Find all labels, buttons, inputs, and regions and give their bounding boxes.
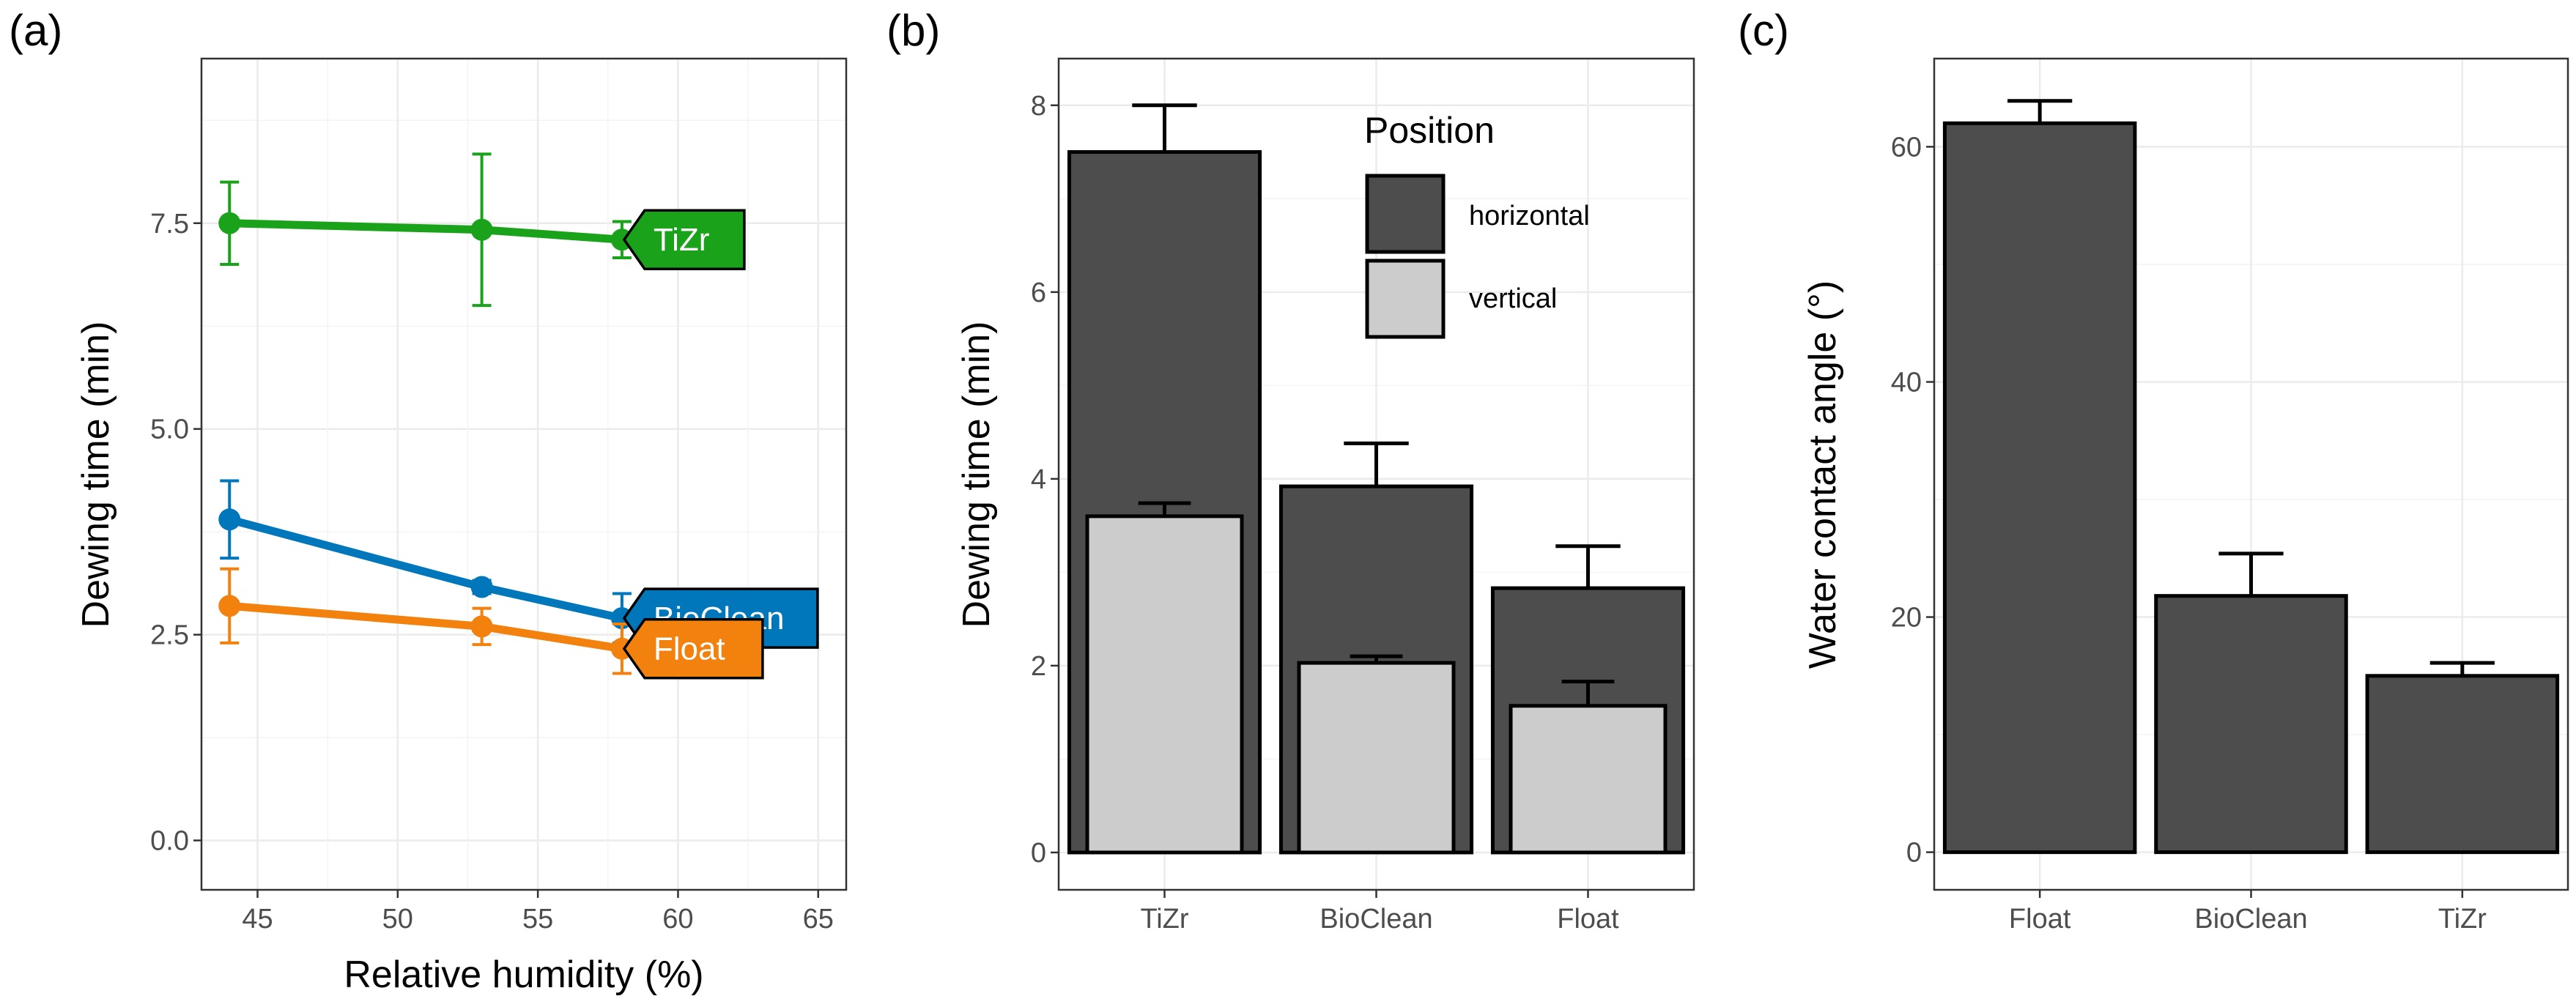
a-tag-label-tizr: TiZr xyxy=(654,222,710,258)
panel-b-bars xyxy=(1067,103,1686,855)
b-bar-vertical-bioclean xyxy=(1297,661,1456,855)
b-x-tick-label: Float xyxy=(1557,904,1619,934)
c-x-tick-label: TiZr xyxy=(2438,904,2487,934)
a-y-tick-label: 5.0 xyxy=(150,415,189,445)
panel-c-bars xyxy=(1942,99,2560,855)
panel-b-legend-title: Position xyxy=(1364,110,1495,151)
panel-a-plot-background xyxy=(201,59,846,890)
a-y-tick-label: 2.5 xyxy=(150,620,189,651)
a-point-bioclean xyxy=(218,508,241,531)
panel-c-contact-angle-bar-chart: 0 20 40 60 Float BioClean TiZr (c) Water cont… xyxy=(1738,6,2569,934)
legend-key-horizontal xyxy=(1365,174,1446,254)
a-point-bioclean xyxy=(470,576,493,598)
legend-key-vertical xyxy=(1365,259,1446,339)
b-y-tick-label: 8 xyxy=(1031,91,1046,122)
panel-b-y-ticks: 0 2 4 6 8 xyxy=(1031,91,1059,869)
panel-b-x-ticks: TiZr BioClean Float xyxy=(1140,890,1619,934)
a-point-float xyxy=(218,595,241,617)
panel-b-y-axis-title: Dewing time (min) xyxy=(955,322,998,628)
c-bar-bioclean xyxy=(2154,594,2348,855)
b-y-tick-label: 0 xyxy=(1031,838,1046,869)
c-y-tick-label: 60 xyxy=(1891,132,1922,163)
a-x-tick-label: 60 xyxy=(662,904,693,934)
a-point-float xyxy=(470,615,493,638)
b-bar-vertical-float xyxy=(1509,704,1668,855)
panel-a-letter: (a) xyxy=(9,6,62,55)
panel-c-letter: (c) xyxy=(1738,6,1789,55)
a-tag-tizr xyxy=(622,209,746,270)
b-y-tick-label: 2 xyxy=(1031,651,1046,682)
c-x-tick-label: BioClean xyxy=(2194,904,2307,934)
a-y-tick-label: 7.5 xyxy=(150,209,189,239)
a-x-tick-label: 55 xyxy=(522,904,553,934)
b-y-tick-label: 4 xyxy=(1031,464,1046,495)
a-tag-label-float: Float xyxy=(654,631,725,667)
b-bar-vertical-tizr xyxy=(1085,514,1244,855)
panel-a-plot-border xyxy=(200,57,848,891)
c-bar-tizr xyxy=(2365,674,2560,855)
a-x-tick-label: 65 xyxy=(803,904,834,934)
legend-label-horizontal: horizontal xyxy=(1469,201,1590,231)
panel-c-y-axis-title: Water contact angle (°) xyxy=(1802,280,1844,669)
b-y-tick-label: 6 xyxy=(1031,278,1046,308)
a-x-tick-label: 50 xyxy=(382,904,413,934)
panel-c-x-ticks: Float BioClean TiZr xyxy=(2009,890,2487,934)
c-y-tick-label: 40 xyxy=(1891,367,1922,398)
b-x-tick-label: TiZr xyxy=(1140,904,1188,934)
c-y-tick-label: 0 xyxy=(1906,838,1922,869)
c-bar-float xyxy=(1942,121,2137,855)
legend-label-vertical: vertical xyxy=(1469,283,1557,314)
panel-a-x-ticks: 45 50 55 60 65 xyxy=(242,890,834,934)
a-y-tick-label: 0.0 xyxy=(150,826,189,857)
panel-b-position-bar-chart: Position horizontal vertical 0 2 4 6 8 TiZr B… xyxy=(887,6,1695,934)
panel-a-gridlines xyxy=(201,59,846,890)
b-x-tick-label: BioClean xyxy=(1320,904,1432,934)
a-tag-float xyxy=(622,617,764,680)
panel-b-letter: (b) xyxy=(887,6,940,55)
c-y-tick-label: 20 xyxy=(1891,603,1922,633)
a-x-tick-label: 45 xyxy=(242,904,273,934)
panel-a-y-ticks: 0.0 2.5 5.0 7.5 xyxy=(150,209,201,857)
panel-b-legend: Position horizontal vertical xyxy=(1364,110,1590,339)
panel-a-y-axis-title: Dewing time (min) xyxy=(75,322,117,628)
panel-a-x-axis-title: Relative humidity (%) xyxy=(344,954,703,996)
panel-c-y-ticks: 0 20 40 60 xyxy=(1891,132,1934,869)
a-point-tizr xyxy=(470,218,493,241)
a-point-tizr xyxy=(218,212,241,234)
c-x-tick-label: Float xyxy=(2009,904,2071,934)
